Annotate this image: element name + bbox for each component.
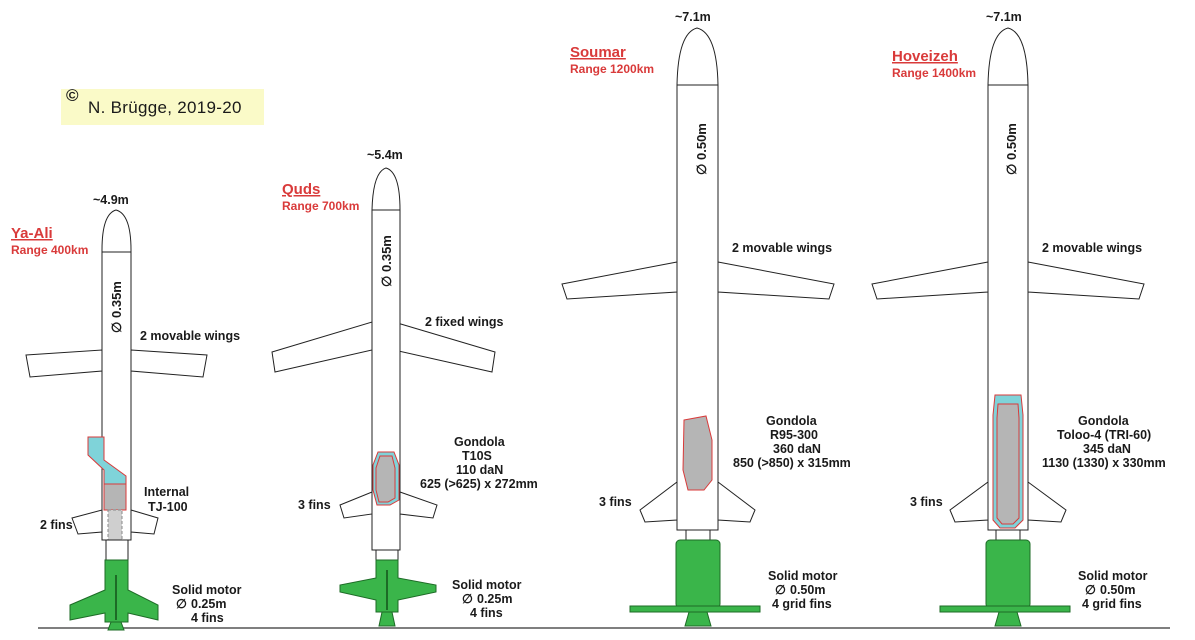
left-wing xyxy=(871,261,989,300)
missile-range: Range 700km xyxy=(282,199,359,213)
diameter-symbol: ∅ xyxy=(109,322,124,333)
gondola-label-1: Gondola xyxy=(1078,414,1130,428)
motor-diameter-symbol: ∅ xyxy=(462,592,473,606)
motor-label-3: 4 grid fins xyxy=(772,597,832,611)
missile-quds: Quds Range 700km ~5.4m ∅ 0.35m 2 fixed w… xyxy=(271,148,538,627)
left-fin xyxy=(339,491,373,519)
missile-range: Range 400km xyxy=(11,243,88,257)
missile-name: Soumar xyxy=(570,44,626,61)
wings-label: 2 movable wings xyxy=(1042,241,1142,255)
missile-length: ~7.1m xyxy=(675,10,711,24)
wings-label: 2 movable wings xyxy=(732,241,832,255)
gondola-label-3: 360 daN xyxy=(773,442,821,456)
right-fin xyxy=(399,491,438,519)
fins-label: 3 fins xyxy=(298,498,331,512)
booster-motor xyxy=(69,559,159,623)
gondola xyxy=(682,415,713,491)
booster-motor xyxy=(675,539,721,609)
gondola xyxy=(375,455,396,503)
left-wing xyxy=(25,349,103,378)
engine-nozzle xyxy=(107,509,123,543)
booster-motor xyxy=(985,539,1031,609)
gondola-label-3: 110 daN xyxy=(456,463,503,477)
motor-diameter-symbol: ∅ xyxy=(775,583,786,597)
fins-label: 3 fins xyxy=(910,495,943,509)
diameter-symbol: ∅ xyxy=(1004,164,1019,175)
motor-label-3: 4 grid fins xyxy=(1082,597,1142,611)
motor-label-2: 0.50m xyxy=(1100,583,1135,597)
missile-range: Range 1200km xyxy=(570,62,654,76)
fins-label: 2 fins xyxy=(40,518,73,532)
diameter-symbol: ∅ xyxy=(379,276,394,287)
right-wing xyxy=(717,261,835,300)
gondola xyxy=(996,403,1020,525)
motor-label-3: 4 fins xyxy=(470,606,503,620)
motor-label-1: Solid motor xyxy=(768,569,838,583)
missile-diameter: 0.35m xyxy=(379,235,394,272)
fins-label: 3 fins xyxy=(599,495,632,509)
gondola-label-4: 1130 (1330) x 330mm xyxy=(1042,456,1166,470)
wings-label: 2 movable wings xyxy=(140,329,240,343)
gondola-label-1: Gondola xyxy=(766,414,818,428)
gondola-label-2: R95-300 xyxy=(770,428,818,442)
copyright-box xyxy=(61,89,264,125)
engine-label-2: TJ-100 xyxy=(148,500,188,514)
left-wing xyxy=(271,321,373,373)
missile-length: ~7.1m xyxy=(986,10,1022,24)
motor-label-3: 4 fins xyxy=(191,611,224,625)
missile-name: Quds xyxy=(282,181,320,198)
right-fin xyxy=(1027,481,1067,523)
gondola-label-1: Gondola xyxy=(454,435,506,449)
fuselage xyxy=(676,27,719,531)
copyright-symbol: © xyxy=(66,86,79,105)
missile-ya-ali: Ya-Ali Range 400km ~4.9m ∅ 0.35m 2 movab… xyxy=(11,193,242,631)
motor-label-2: 0.25m xyxy=(477,592,512,606)
missile-name: Hoveizeh xyxy=(892,48,958,65)
missile-range: Range 1400km xyxy=(892,66,976,80)
grid-fins xyxy=(629,605,761,613)
missile-length: ~4.9m xyxy=(93,193,129,207)
left-fin xyxy=(71,509,103,535)
motor-label-1: Solid motor xyxy=(172,583,242,597)
motor-label-2: 0.25m xyxy=(191,597,226,611)
missile-hoveizeh: Hoveizeh Range 1400km ~7.1m ∅ 0.50m 2 mo… xyxy=(871,10,1166,627)
right-wing xyxy=(1027,261,1145,300)
gondola-label-4: 625 (>625) x 272mm xyxy=(420,477,538,491)
missile-diameter: 0.50m xyxy=(694,123,709,160)
wings-label: 2 fixed wings xyxy=(425,315,504,329)
fuselage xyxy=(101,209,132,541)
engine-label-1: Internal xyxy=(144,485,189,499)
missile-soumar: Soumar Range 1200km ~7.1m ∅ 0.50m 2 mova… xyxy=(561,10,851,627)
right-wing xyxy=(130,349,208,378)
diameter-symbol: ∅ xyxy=(694,164,709,175)
missile-length: ~5.4m xyxy=(367,148,403,162)
gondola-label-2: Toloo-4 (TRI-60) xyxy=(1057,428,1151,442)
missile-diameter: 0.50m xyxy=(1004,123,1019,160)
left-fin xyxy=(639,480,678,523)
gondola-label-2: T10S xyxy=(462,449,492,463)
gondola-label-3: 345 daN xyxy=(1083,442,1131,456)
grid-fins xyxy=(939,605,1071,613)
motor-label-1: Solid motor xyxy=(452,578,522,592)
right-fin xyxy=(717,480,756,523)
motor-diameter-symbol: ∅ xyxy=(1085,583,1096,597)
copyright-text: N. Brügge, 2019-20 xyxy=(88,98,242,117)
motor-label-1: Solid motor xyxy=(1078,569,1148,583)
missile-diameter: 0.35m xyxy=(109,281,124,318)
motor-diameter-symbol: ∅ xyxy=(176,597,187,611)
left-fin xyxy=(949,481,989,523)
internal-engine xyxy=(103,483,127,511)
left-wing xyxy=(561,261,678,300)
motor-label-2: 0.50m xyxy=(790,583,825,597)
right-wing xyxy=(393,321,496,373)
gondola-label-4: 850 (>850) x 315mm xyxy=(733,456,851,470)
missile-name: Ya-Ali xyxy=(11,225,53,242)
